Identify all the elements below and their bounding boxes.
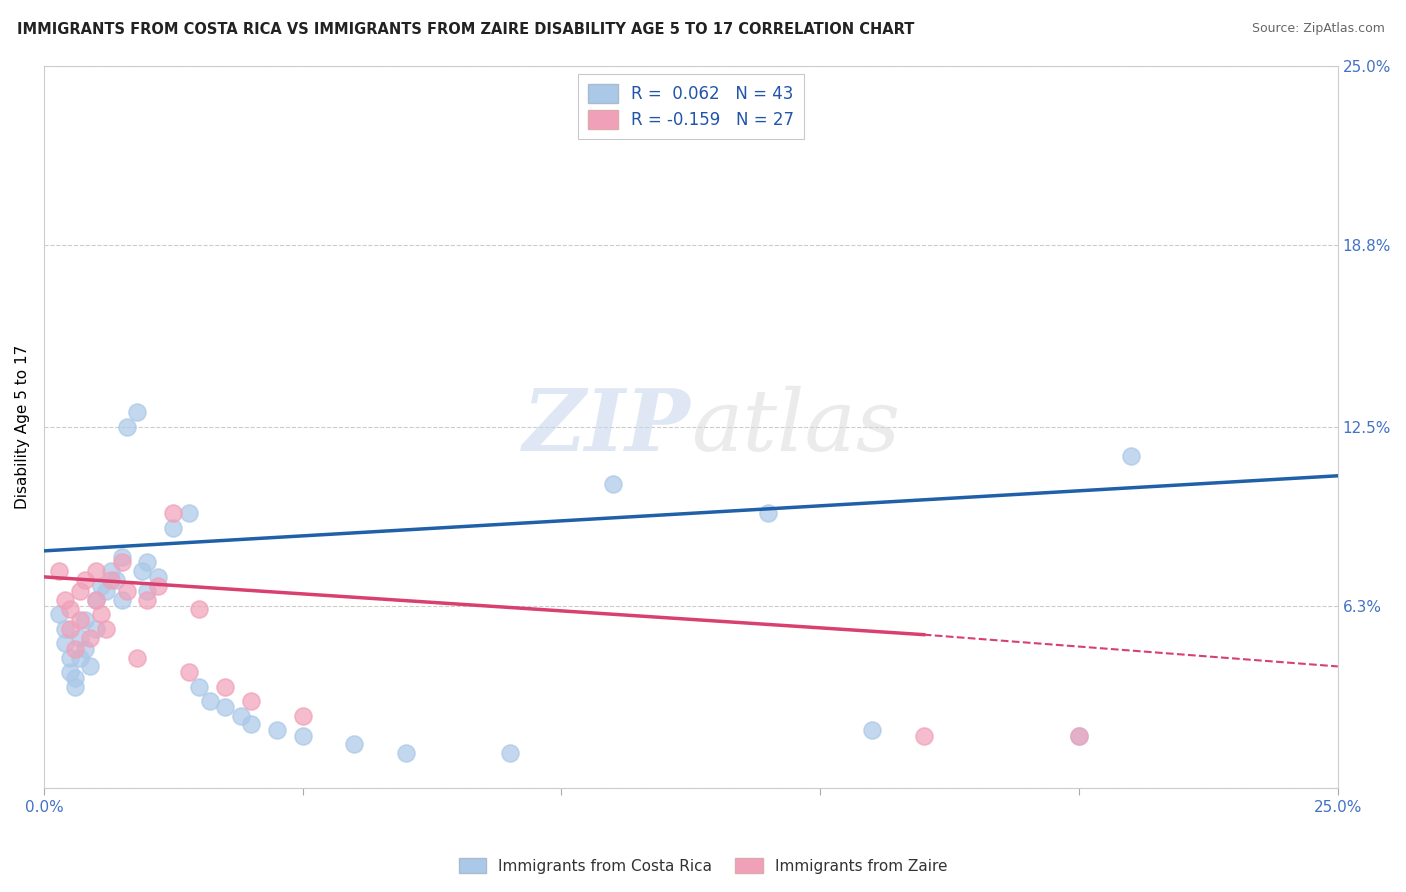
Point [136,593,159,607]
Point [59,665,82,680]
Point [59,622,82,636]
Point [125,650,148,665]
Point [162,521,184,535]
Point [100,573,122,587]
Point [69,650,91,665]
Point [136,556,159,570]
Point [75,642,97,657]
Point [146,578,169,592]
Point [59,650,82,665]
Point [48,607,70,622]
Point [69,631,91,645]
Point [84,622,107,636]
Point [239,717,262,731]
Point [115,584,138,599]
Point [84,593,107,607]
Point [100,564,122,578]
Point [53,622,76,636]
Point [602,477,624,491]
Point [105,573,128,587]
Point [291,708,314,723]
Point [94,622,117,636]
Y-axis label: Disability Age 5 to 17: Disability Age 5 to 17 [15,344,30,508]
Point [177,506,200,520]
Point [499,746,522,760]
Point [291,729,314,743]
Point [136,584,159,599]
Point [188,601,211,615]
Point [110,549,132,564]
Point [162,506,184,520]
Point [53,593,76,607]
Point [69,584,91,599]
Point [63,642,86,657]
Point [84,593,107,607]
Point [1067,729,1090,743]
Point [63,671,86,685]
Point [75,613,97,627]
Point [48,564,70,578]
Point [110,593,132,607]
Point [343,738,366,752]
Point [758,506,780,520]
Point [110,556,132,570]
Legend: R =  0.062   N = 43, R = -0.159   N = 27: R = 0.062 N = 43, R = -0.159 N = 27 [578,74,804,139]
Point [1067,729,1090,743]
Point [69,613,91,627]
Point [198,694,221,708]
Point [177,665,200,680]
Point [188,680,211,694]
Point [395,746,418,760]
Point [79,659,101,673]
Text: atlas: atlas [690,385,900,468]
Point [131,564,153,578]
Point [59,601,82,615]
Point [90,578,112,592]
Point [229,708,252,723]
Point [1119,449,1142,463]
Point [146,570,169,584]
Text: IMMIGRANTS FROM COSTA RICA VS IMMIGRANTS FROM ZAIRE DISABILITY AGE 5 TO 17 CORRE: IMMIGRANTS FROM COSTA RICA VS IMMIGRANTS… [17,22,914,37]
Point [53,636,76,650]
Point [63,680,86,694]
Point [266,723,288,737]
Point [115,419,138,434]
Point [94,584,117,599]
Legend: Immigrants from Costa Rica, Immigrants from Zaire: Immigrants from Costa Rica, Immigrants f… [453,852,953,880]
Point [214,699,236,714]
Point [239,694,262,708]
Point [214,680,236,694]
Point [75,573,97,587]
Point [125,405,148,419]
Text: ZIP: ZIP [523,385,690,468]
Point [860,723,883,737]
Point [912,729,935,743]
Point [79,631,101,645]
Text: Source: ZipAtlas.com: Source: ZipAtlas.com [1251,22,1385,36]
Point [90,607,112,622]
Point [84,564,107,578]
